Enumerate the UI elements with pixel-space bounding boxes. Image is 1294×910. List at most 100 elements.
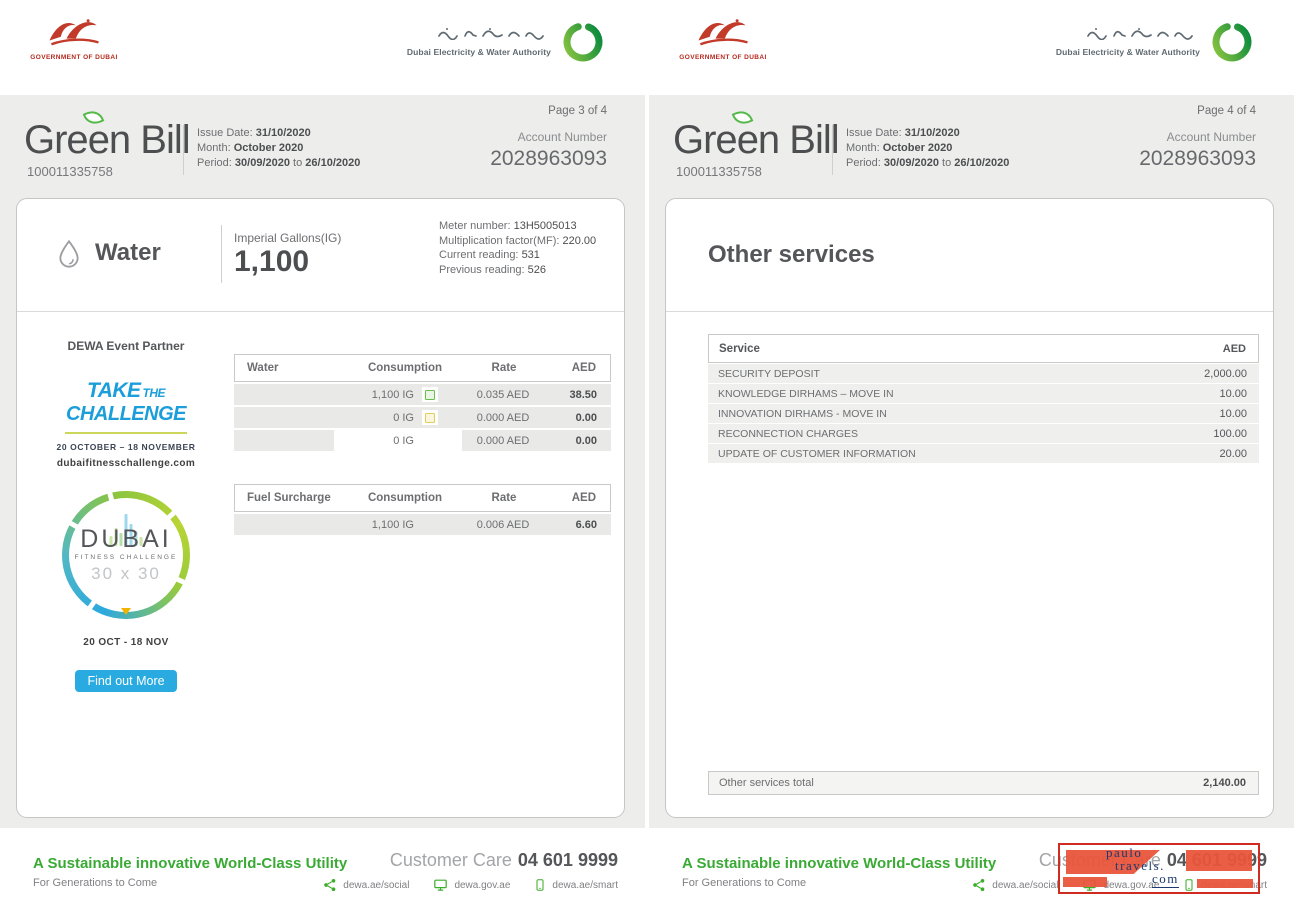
- dubai-fitness-challenge-badge: DUBAI FITNESS CHALLENGE 30 x 30: [62, 490, 190, 619]
- table-row: 1,100 IG 0.035 AED 38.50: [234, 384, 611, 405]
- flag-box: [422, 387, 438, 402]
- share-icon: [324, 878, 336, 892]
- other-services-title: Other services: [708, 241, 875, 268]
- period-label: Period:: [846, 157, 881, 169]
- service-amount: 10.00: [1219, 387, 1247, 400]
- total-label: Other services total: [719, 777, 814, 789]
- service-amount: 10.00: [1219, 407, 1247, 420]
- period-line: Period: 30/09/2020 to 26/10/2020: [846, 156, 1009, 171]
- service-name: INNOVATION DIRHAMS - MOVE IN: [718, 407, 887, 420]
- skyline-bar: [119, 533, 123, 546]
- dewa-swirl-icon: [563, 22, 603, 62]
- service-name: UPDATE OF CUSTOMER INFORMATION: [718, 447, 916, 460]
- water-table-header: Water Consumption Rate AED: [234, 354, 611, 382]
- period-to-word: to: [293, 157, 303, 169]
- issue-date-value: 31/10/2020: [904, 127, 960, 139]
- period-to: 26/10/2020: [305, 157, 361, 169]
- page-header: GOVERNMENT OF DUBAI Dubai Electricity & …: [0, 0, 645, 95]
- previous-reading-label: Previous reading:: [439, 263, 525, 276]
- challenge-website-link[interactable]: dubaifitnesschallenge.com: [56, 458, 196, 469]
- consumption-value: 1,100 IG: [371, 388, 414, 401]
- meter-info: Meter number: 13H5005013 Multiplication …: [439, 219, 596, 277]
- account-block: Account Number 2028963093: [1139, 130, 1256, 171]
- other-services-table: Service AED SECURITY DEPOSIT 2,000.00 KN…: [708, 334, 1259, 463]
- green-bill-logo: Gre en Bill 100011335758: [24, 107, 191, 179]
- header-divider: [832, 125, 833, 175]
- service-name: SECURITY DEPOSIT: [718, 367, 820, 380]
- aed-value: 0.00: [575, 434, 597, 447]
- summary-divider: [221, 225, 222, 283]
- table-row: 1,100 IG 0.006 AED 6.60: [234, 514, 611, 535]
- dewa-wordmark: Dubai Electricity & Water Authority: [1056, 27, 1200, 57]
- service-amount: 100.00: [1213, 427, 1247, 440]
- skyline-graphic: [109, 514, 143, 546]
- badge-content: DUBAI FITNESS CHALLENGE 30 x 30: [69, 498, 183, 612]
- footer-tagline: A Sustainable innovative World-Class Uti…: [682, 855, 997, 872]
- customer-care-label: Customer Care: [389, 850, 512, 870]
- service-amount: 2,000.00: [1204, 367, 1247, 380]
- mf-value: 220.00: [562, 234, 597, 247]
- rate-value: 0.035 AED: [476, 388, 530, 401]
- water-drop-icon: [59, 239, 79, 268]
- col-fuel-surcharge: Fuel Surcharge: [247, 492, 331, 504]
- flag-box: [422, 410, 438, 425]
- col-consumption: Consumption: [367, 362, 443, 374]
- badge-subtitle: FITNESS CHALLENGE: [74, 554, 178, 561]
- stamp-block: [1063, 877, 1107, 887]
- bill-dates: Issue Date: 31/10/2020 Month: October 20…: [846, 126, 1009, 171]
- smart-app-link[interactable]: dewa.ae/smart: [534, 878, 618, 892]
- skyline-bar: [139, 537, 143, 546]
- skyline-bar: [134, 531, 138, 546]
- wordmark-part-2: en Bill: [736, 118, 840, 162]
- dewa-logo: Dubai Electricity & Water Authority: [1056, 18, 1256, 66]
- account-number-value: 2028963093: [490, 147, 607, 170]
- previous-reading-value: 526: [527, 263, 547, 276]
- consumption-value: 0 IG: [393, 434, 414, 447]
- government-of-dubai-logo: GOVERNMENT OF DUBAI: [677, 16, 769, 61]
- stamp-text-line3: com: [1152, 871, 1179, 888]
- dewa-wordmark: Dubai Electricity & Water Authority: [407, 27, 551, 57]
- service-name: KNOWLEDGE DIRHAMS – MOVE IN: [718, 387, 894, 400]
- previous-reading-line: Previous reading: 526: [439, 263, 596, 278]
- page-footer: A Sustainable innovative World-Class Uti…: [0, 828, 645, 910]
- water-card: Water Imperial Gallons(IG) 1,100 Meter n…: [16, 198, 625, 818]
- bill-dates: Issue Date: 31/10/2020 Month: October 20…: [197, 126, 360, 171]
- meter-number-line: Meter number: 13H5005013: [439, 219, 596, 234]
- table-row: INNOVATION DIRHAMS - MOVE IN 10.00: [708, 404, 1259, 423]
- promo-column: DEWA Event Partner TAKE THE CHALLENGE 20 …: [37, 339, 215, 692]
- dewa-english-label: Dubai Electricity & Water Authority: [406, 47, 551, 57]
- col-rate: Rate: [491, 492, 517, 504]
- dewa-swirl-icon: [1212, 22, 1252, 62]
- take-text: TAKE: [86, 379, 141, 402]
- rate-value: 0.000 AED: [476, 434, 530, 447]
- stamp-block: [1186, 850, 1252, 871]
- page-number: Page 3 of 4: [548, 105, 607, 117]
- dewa-english-label: Dubai Electricity & Water Authority: [1055, 47, 1200, 57]
- period-line: Period: 30/09/2020 to 26/10/2020: [197, 156, 360, 171]
- fuel-surcharge-table: Fuel Surcharge Consumption Rate AED 1,10…: [234, 484, 611, 535]
- the-text: THE: [142, 386, 166, 400]
- consumption-value: 1,100 IG: [371, 518, 414, 531]
- wordmark-part-2: en Bill: [87, 118, 191, 162]
- social-link[interactable]: dewa.ae/social: [972, 878, 1058, 892]
- bill-page-3: GOVERNMENT OF DUBAI Dubai Electricity & …: [0, 0, 645, 910]
- period-to: 26/10/2020: [954, 157, 1010, 169]
- challenge-underline: [65, 432, 187, 434]
- month-value: October 2020: [233, 142, 304, 154]
- green-bill-wordmark: Gre en Bill: [673, 107, 840, 162]
- badge-3030-text: 30 x 30: [91, 564, 161, 583]
- col-aed: AED: [1222, 342, 1246, 355]
- social-link[interactable]: dewa.ae/social: [323, 878, 409, 892]
- customer-care-number: 04 601 9999: [517, 850, 618, 870]
- dewa-arabic-wordmark-icon: [438, 28, 544, 41]
- website-link-label: dewa.gov.ae: [454, 879, 511, 891]
- website-link[interactable]: dewa.gov.ae: [433, 878, 510, 892]
- col-consumption: Consumption: [367, 492, 443, 504]
- period-label: Period:: [197, 157, 232, 169]
- find-out-more-button[interactable]: Find out More: [75, 670, 177, 692]
- skyline-bar: [124, 514, 128, 546]
- footer-tagline-sub: For Generations to Come: [682, 877, 807, 889]
- mf-label: Multiplication factor(MF):: [439, 234, 560, 247]
- page-footer: A Sustainable innovative World-Class Uti…: [649, 828, 1294, 910]
- account-number-value: 2028963093: [1139, 147, 1256, 170]
